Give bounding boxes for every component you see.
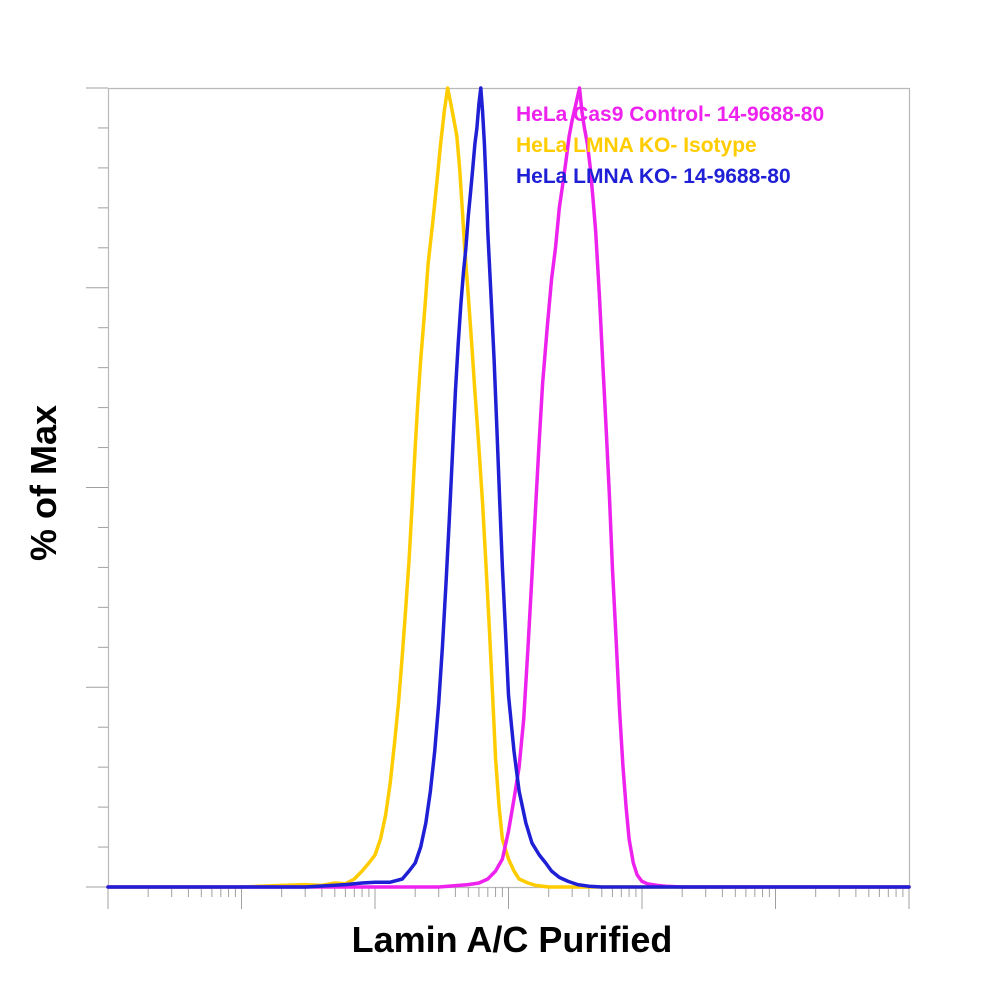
series-line-1: [106, 86, 911, 889]
series-layer: [106, 86, 911, 889]
x-axis-ticks: [107, 887, 910, 909]
y-axis-title: % of Max: [23, 405, 64, 561]
series-line-3: [106, 86, 911, 889]
legend-entry-2: HeLa LMNA KO- Isotype: [516, 134, 757, 157]
legend: HeLa Cas9 Control- 14-9688-80 HeLa LMNA K…: [516, 103, 824, 188]
series-line-2: [106, 86, 911, 889]
legend-entry-3: HeLa LMNA KO- 14-9688-80: [516, 165, 791, 188]
y-axis-ticks: [86, 87, 108, 888]
x-axis-title: Lamin A/C Purified: [352, 919, 673, 960]
legend-entry-1: HeLa Cas9 Control- 14-9688-80: [516, 103, 824, 126]
plot-frame: [107, 87, 911, 889]
